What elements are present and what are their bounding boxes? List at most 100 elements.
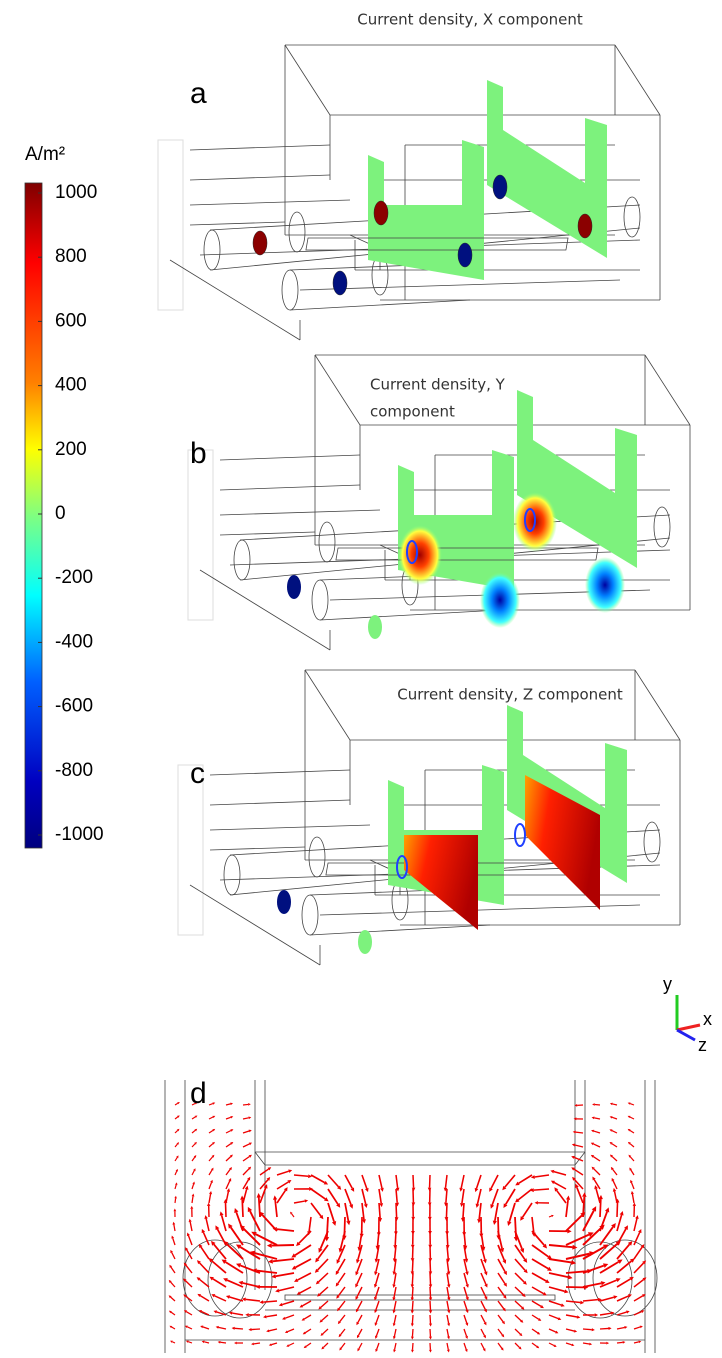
vector-head: [220, 1211, 224, 1215]
axis-label: x: [703, 1009, 712, 1029]
wire: [210, 847, 305, 850]
vector: [394, 1273, 396, 1285]
vector: [583, 1300, 598, 1301]
vector: [299, 1231, 311, 1243]
vector: [260, 1169, 269, 1175]
vector-head: [288, 1169, 292, 1172]
wire: [190, 222, 285, 225]
vector: [515, 1343, 520, 1348]
vector: [491, 1175, 498, 1188]
vector: [277, 1229, 294, 1231]
wire: [635, 670, 680, 740]
vector-head: [275, 1289, 279, 1293]
colorbar-tick-label: 800: [55, 246, 87, 267]
vector: [630, 1144, 634, 1147]
panel-3d: [158, 45, 660, 340]
vector: [476, 1175, 481, 1189]
vector-head: [200, 1326, 203, 1329]
wire: [210, 825, 370, 830]
vector-head: [411, 1337, 414, 1340]
vector: [222, 1215, 226, 1231]
vector: [506, 1189, 515, 1204]
vector: [462, 1189, 464, 1203]
vector: [358, 1315, 362, 1323]
vector: [630, 1130, 634, 1133]
vector: [199, 1279, 209, 1287]
vector: [230, 1297, 243, 1301]
vector: [566, 1215, 582, 1231]
wire: [220, 510, 380, 515]
vector: [395, 1343, 396, 1350]
colorbar-tick-label: -400: [55, 631, 93, 652]
vector: [173, 1238, 175, 1245]
vector: [481, 1273, 486, 1284]
vector: [220, 1342, 226, 1343]
vector-head: [174, 1209, 177, 1212]
wire: [190, 175, 330, 180]
vector-head: [251, 1342, 254, 1345]
vector: [292, 1214, 294, 1217]
vector: [509, 1203, 515, 1222]
vector: [311, 1175, 325, 1183]
vector: [243, 1131, 249, 1133]
vector: [209, 1130, 213, 1133]
cold-spot: [480, 572, 520, 628]
vector-head: [475, 1188, 479, 1192]
tube-end: [319, 522, 335, 562]
vector: [479, 1203, 481, 1219]
vector: [594, 1118, 600, 1119]
vector-head: [273, 1195, 277, 1199]
vector-head: [411, 1350, 414, 1353]
vector: [549, 1287, 565, 1291]
vector: [532, 1231, 544, 1245]
vector-head: [610, 1116, 613, 1119]
vector: [613, 1169, 617, 1175]
wire: [285, 45, 330, 115]
vector: [357, 1273, 362, 1284]
vector-head: [192, 1182, 195, 1185]
vector: [379, 1175, 382, 1188]
vector: [203, 1232, 209, 1245]
vector-head: [267, 1243, 272, 1248]
wire: [220, 532, 315, 535]
wire: [315, 355, 360, 425]
vector: [295, 1245, 311, 1255]
vector: [188, 1342, 192, 1343]
vector: [549, 1245, 573, 1247]
colorbar-tick-label: 600: [55, 310, 87, 331]
vector: [345, 1175, 352, 1188]
vector: [190, 1222, 192, 1231]
vector: [209, 1144, 213, 1147]
vector: [394, 1329, 396, 1336]
vector: [243, 1104, 248, 1105]
panel-title: component: [370, 403, 455, 421]
vector: [171, 1267, 175, 1273]
vector: [617, 1312, 627, 1315]
panel-label: b: [190, 437, 207, 470]
vector: [481, 1231, 483, 1247]
vector: [209, 1170, 212, 1175]
vector: [200, 1296, 209, 1301]
vector: [200, 1263, 209, 1273]
vector-head: [610, 1103, 613, 1106]
colorbar-tick-label: 200: [55, 439, 87, 460]
vector-head: [592, 1328, 595, 1331]
vector: [412, 1315, 413, 1324]
vector: [447, 1329, 448, 1337]
vector: [612, 1131, 617, 1133]
vector: [634, 1312, 642, 1315]
vector: [566, 1343, 572, 1345]
vector-head: [465, 1349, 468, 1352]
vector: [272, 1245, 294, 1246]
vector: [481, 1287, 486, 1297]
colorbar-tick-label: -1000: [55, 824, 104, 845]
vector: [201, 1247, 209, 1259]
vector: [206, 1219, 209, 1231]
vector: [175, 1198, 176, 1203]
wire: [190, 200, 350, 205]
vector-head: [248, 1103, 251, 1106]
vector-head: [172, 1222, 175, 1225]
vector-head: [232, 1327, 235, 1330]
vector-head: [620, 1211, 624, 1215]
vector-head: [248, 1116, 251, 1119]
